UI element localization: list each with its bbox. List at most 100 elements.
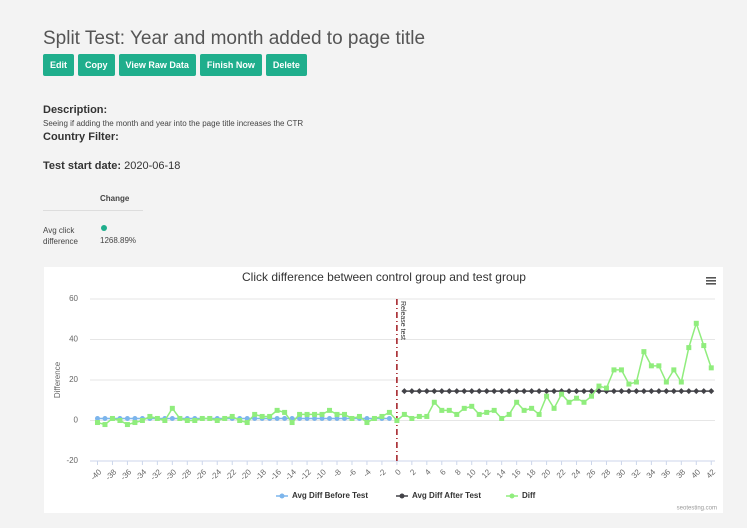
point bbox=[184, 418, 190, 423]
y-tick-label: -20 bbox=[66, 456, 78, 465]
point bbox=[94, 420, 100, 426]
x-tick-label: 40 bbox=[690, 467, 703, 480]
start-date: Test start date: 2020-06-18 bbox=[43, 160, 180, 172]
point bbox=[162, 418, 168, 423]
legend-label: Avg Diff Before Test bbox=[292, 491, 368, 500]
point bbox=[551, 388, 558, 395]
point bbox=[139, 418, 145, 423]
point bbox=[334, 415, 340, 421]
point bbox=[117, 418, 123, 423]
point bbox=[596, 383, 602, 389]
point bbox=[259, 413, 265, 419]
point bbox=[124, 415, 130, 421]
copy-button[interactable]: Copy bbox=[78, 54, 115, 76]
x-tick-label: -38 bbox=[104, 467, 119, 482]
point bbox=[416, 388, 423, 395]
x-tick-label: 6 bbox=[438, 467, 448, 477]
point bbox=[708, 388, 715, 395]
point bbox=[588, 393, 594, 399]
point bbox=[453, 388, 460, 395]
legend-item[interactable]: Diff bbox=[506, 491, 536, 500]
point bbox=[364, 415, 370, 421]
point bbox=[319, 411, 325, 417]
x-tick-label: -40 bbox=[89, 467, 104, 482]
page-title: Split Test: Year and month added to page… bbox=[43, 28, 426, 49]
point bbox=[154, 415, 160, 421]
point bbox=[514, 399, 520, 405]
point bbox=[663, 379, 669, 385]
point bbox=[109, 415, 115, 421]
point bbox=[491, 407, 497, 413]
point bbox=[289, 420, 295, 426]
point bbox=[468, 388, 475, 395]
edit-button[interactable]: Edit bbox=[43, 54, 74, 76]
x-tick-label: -26 bbox=[194, 467, 209, 482]
chart-container: Click difference between control group a… bbox=[44, 267, 723, 513]
point bbox=[132, 415, 138, 421]
menu-icon[interactable] bbox=[706, 277, 716, 285]
point bbox=[678, 388, 685, 395]
point bbox=[671, 367, 677, 373]
point bbox=[476, 411, 482, 417]
x-tick-label: 8 bbox=[453, 467, 463, 477]
point bbox=[551, 405, 557, 411]
point bbox=[349, 415, 355, 421]
y-tick-label: 40 bbox=[69, 335, 78, 344]
delete-button[interactable]: Delete bbox=[265, 54, 307, 76]
point bbox=[648, 363, 654, 369]
finish-button[interactable]: Finish Now bbox=[199, 54, 262, 76]
point bbox=[177, 415, 183, 421]
point bbox=[416, 413, 422, 419]
point bbox=[558, 388, 565, 395]
point bbox=[633, 388, 640, 395]
point bbox=[132, 420, 138, 426]
legend-label: Avg Diff After Test bbox=[412, 491, 481, 500]
legend-item[interactable]: Avg Diff After Test bbox=[396, 491, 481, 500]
point bbox=[640, 388, 647, 395]
x-tick-label: -24 bbox=[209, 467, 224, 482]
release-label: Release test bbox=[399, 301, 406, 340]
credit: seotesting.com bbox=[677, 506, 717, 512]
point bbox=[431, 399, 437, 405]
x-tick-label: 30 bbox=[615, 467, 628, 480]
status-dot bbox=[101, 225, 107, 231]
point bbox=[102, 422, 108, 428]
point bbox=[595, 388, 602, 395]
point bbox=[356, 413, 362, 419]
point bbox=[700, 388, 707, 395]
chart-title: Click difference between control group a… bbox=[242, 270, 526, 284]
point bbox=[656, 363, 662, 369]
x-tick-label: -8 bbox=[332, 467, 344, 479]
y-tick-label: 0 bbox=[74, 416, 79, 425]
x-tick-label: -2 bbox=[376, 467, 388, 479]
raw-data-button[interactable]: View Raw Data bbox=[118, 54, 196, 76]
x-tick-label: 12 bbox=[480, 467, 493, 480]
point bbox=[521, 388, 528, 395]
legend-label: Diff bbox=[522, 491, 536, 500]
point bbox=[297, 415, 303, 421]
y-tick-label: 20 bbox=[69, 375, 78, 384]
point bbox=[618, 388, 625, 395]
point bbox=[394, 418, 400, 423]
point bbox=[327, 415, 333, 421]
point bbox=[312, 415, 318, 421]
point bbox=[529, 405, 535, 411]
point bbox=[94, 415, 100, 421]
point bbox=[573, 388, 580, 395]
point bbox=[431, 388, 438, 395]
point bbox=[169, 405, 175, 411]
point bbox=[207, 415, 213, 421]
x-tick-label: -4 bbox=[361, 467, 373, 479]
legend-item[interactable]: Avg Diff Before Test bbox=[276, 491, 368, 500]
x-tick-label: 32 bbox=[630, 467, 643, 480]
point bbox=[461, 388, 468, 395]
point bbox=[252, 415, 258, 421]
point bbox=[581, 388, 588, 395]
x-tick-label: 4 bbox=[423, 467, 433, 477]
point bbox=[446, 388, 453, 395]
x-tick-label: -32 bbox=[149, 467, 164, 482]
start-date-value: 2020-06-18 bbox=[124, 160, 181, 172]
point bbox=[513, 388, 520, 395]
x-tick-label: 14 bbox=[495, 467, 508, 480]
table-rule bbox=[43, 210, 143, 211]
